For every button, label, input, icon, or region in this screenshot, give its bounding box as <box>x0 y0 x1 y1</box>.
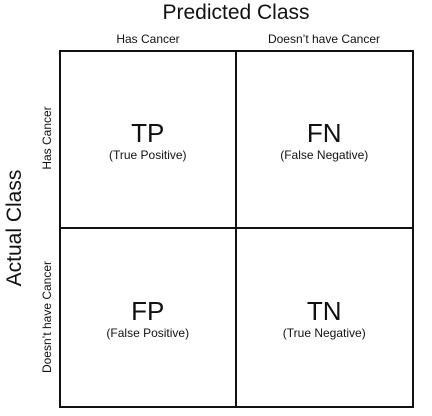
cell-abbreviation: FN <box>306 117 342 148</box>
row-header-has-cancer-container: Has Cancer <box>36 50 58 226</box>
cell-abbreviation: TN <box>306 295 342 326</box>
cell-true-positive: TP (True Positive) <box>61 52 237 229</box>
confusion-matrix: TP (True Positive) FN (False Negative) F… <box>59 50 414 408</box>
cell-false-negative: FN (False Negative) <box>236 52 412 229</box>
cell-description: (False Positive) <box>106 325 190 340</box>
cell-false-positive: FP (False Positive) <box>61 229 237 406</box>
cell-description: (False Negative) <box>280 147 369 162</box>
cell-description: (True Positive) <box>108 147 187 162</box>
column-header-doesnt-have-cancer: Doesn’t have Cancer <box>267 32 381 46</box>
predicted-class-title: Predicted Class <box>162 1 310 24</box>
cell-abbreviation: FP <box>131 295 165 326</box>
cell-description: (True Negative) <box>282 325 366 340</box>
row-header-has-cancer: Has Cancer <box>40 106 54 170</box>
column-header-has-cancer: Has Cancer <box>116 32 180 46</box>
cell-true-negative: TN (True Negative) <box>237 229 413 406</box>
cell-abbreviation: TP <box>131 117 165 148</box>
row-header-doesnt-have-cancer-container: Doesn’t have Cancer <box>36 228 58 406</box>
row-header-doesnt-have-cancer: Doesn’t have Cancer <box>40 260 54 374</box>
actual-class-title-container: Actual Class <box>0 50 30 406</box>
actual-class-title: Actual Class <box>3 169 26 287</box>
